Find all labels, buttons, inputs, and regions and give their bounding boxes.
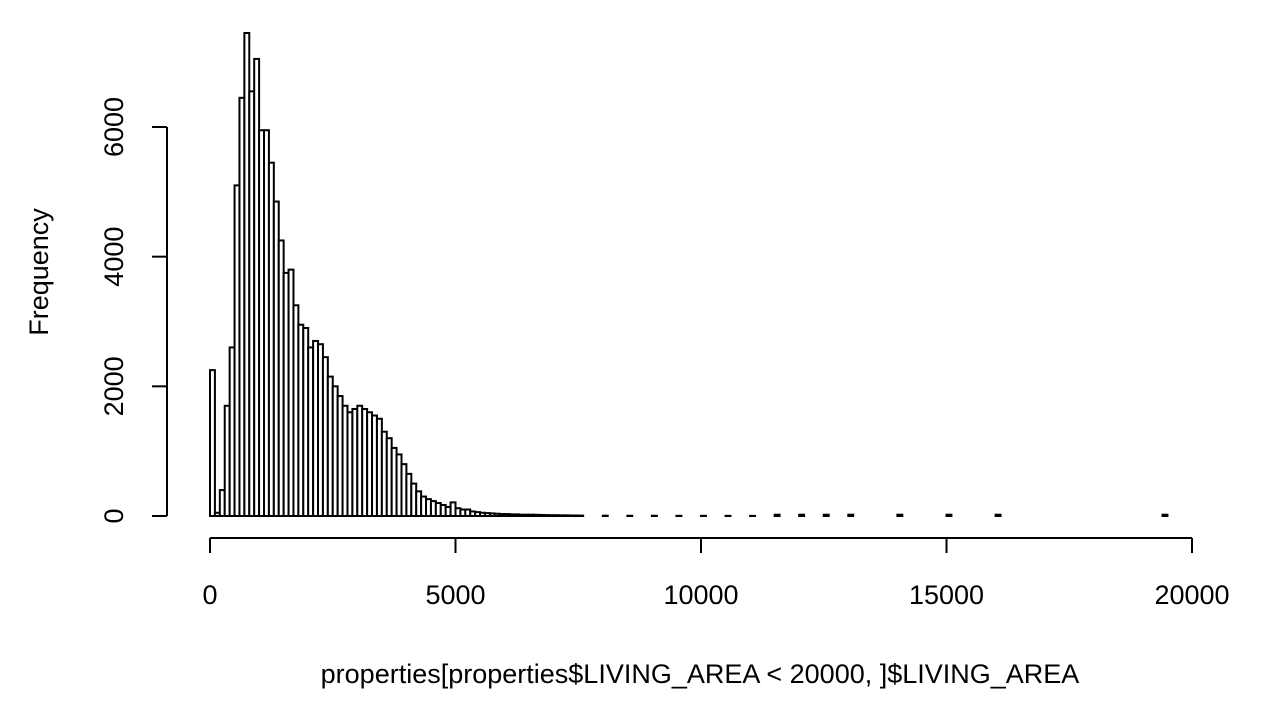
histogram-bar <box>209 369 216 518</box>
axes: 0 5000 10000 15000 20000 0 2000 4000 6000 <box>99 97 1230 610</box>
histogram-bars <box>209 31 1169 518</box>
histogram-bar <box>1161 513 1169 518</box>
x-tick-label: 5000 <box>425 580 485 610</box>
histogram-bar <box>822 513 830 518</box>
y-tick-label: 2000 <box>99 356 129 416</box>
histogram-bar <box>896 513 904 518</box>
y-tick-label: 0 <box>99 508 129 523</box>
histogram-bar <box>847 513 855 518</box>
x-axis-title: properties[properties$LIVING_AREA < 2000… <box>321 659 1080 689</box>
histogram-bar <box>994 513 1002 518</box>
histogram-bar <box>773 513 781 518</box>
x-tick-label: 0 <box>202 580 217 610</box>
y-tick-label: 6000 <box>99 97 129 157</box>
y-tick-label: 4000 <box>99 227 129 287</box>
x-tick-label: 10000 <box>663 580 738 610</box>
y-axis-title: Frequency <box>24 208 54 336</box>
x-tick-label: 20000 <box>1154 580 1229 610</box>
x-tick-label: 15000 <box>909 580 984 610</box>
histogram-bar <box>798 513 806 518</box>
histogram-bar <box>945 513 953 518</box>
x-axis-ticks: 0 5000 10000 15000 20000 <box>202 538 1230 610</box>
y-axis-ticks: 0 2000 4000 6000 <box>99 97 167 524</box>
